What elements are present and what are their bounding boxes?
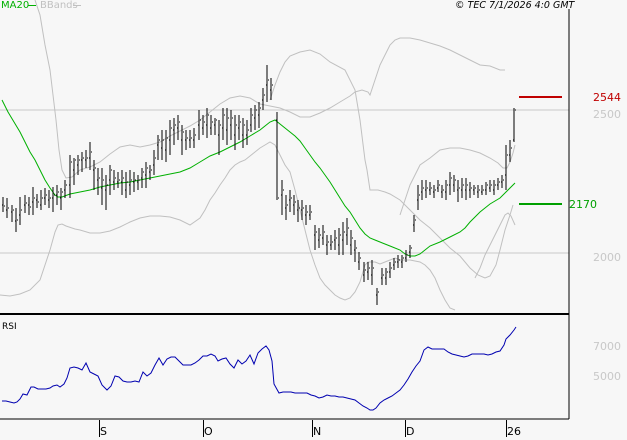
month-tick-n [312,420,313,437]
rsi-panel-title: RSI [2,322,17,332]
rsi-tick-70: 7000 [593,340,621,353]
copyright-timestamp: © TEC 7/1/2026 4:0 GMT [455,0,575,11]
legend-ma20-swatch [28,5,36,6]
bbands-lower-line [0,141,456,311]
bbands-lower-right [474,212,516,279]
legend-bbands-swatch [73,5,81,6]
month-tick-26 [506,420,507,437]
bbands-upper-line [34,0,505,179]
month-tick-s [99,420,100,437]
support-value-label: 2170 [569,198,597,211]
month-label-26: 26 [507,425,521,438]
legend-bbands: BBands [40,0,78,11]
price-tick-2000: 2000 [593,251,621,264]
price-tick-2500: 2500 [593,108,621,121]
month-tick-d [405,420,406,437]
month-label-n: N [313,425,322,438]
ohlc-bars [2,65,516,305]
rsi-line [2,326,517,411]
month-label-s: S [100,425,107,438]
rsi-tick-50: 5000 [593,370,621,383]
bbands-upper-line-2 [269,49,514,279]
legend-ma20: MA20 [1,0,30,11]
month-tick-o [203,420,204,437]
resistance-value-label: 2544 [593,91,621,104]
bbands-upper-right [399,144,516,216]
month-label-o: O [204,425,213,438]
month-label-d: D [406,425,415,438]
